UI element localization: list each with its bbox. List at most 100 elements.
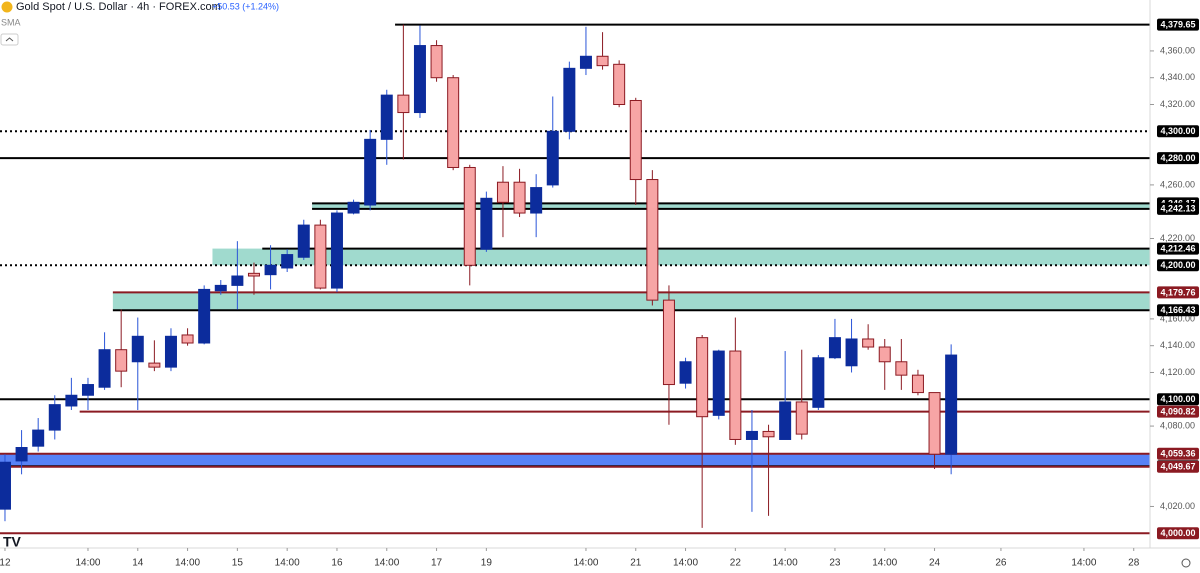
y-tick-label: 4,260.00: [1160, 179, 1195, 189]
x-tick-label: 14:00: [872, 558, 897, 569]
candle-body: [364, 138, 377, 206]
candle-body: [48, 404, 61, 431]
candle-body: [0, 461, 11, 510]
level-price-label: 4,212.46: [1160, 243, 1195, 253]
candle-body: [563, 67, 576, 132]
candle-body: [164, 335, 177, 368]
candle-body: [397, 94, 410, 114]
level-price-label: 4,100.00: [1160, 394, 1195, 404]
level-price-box: [1157, 405, 1199, 418]
candle-body: [496, 181, 509, 203]
candle-body: [430, 45, 443, 79]
level-price-label: 4,280.00: [1160, 153, 1195, 163]
zone: [212, 248, 1150, 266]
x-tick-label: 22: [730, 558, 742, 569]
zone: [112, 292, 1151, 311]
level-price-box: [1157, 242, 1199, 255]
candle-body: [845, 338, 858, 367]
candle-body: [148, 362, 161, 368]
price-change: +50.53 (+1.24%): [212, 1, 279, 11]
candle-body: [530, 187, 543, 214]
candle-body: [131, 335, 144, 363]
level-price-box: [1157, 393, 1199, 406]
candle-body: [629, 99, 642, 181]
x-tick-label: 16: [331, 558, 343, 569]
level-price-box: [1157, 259, 1199, 272]
y-tick-label: 4,080.00: [1160, 420, 1195, 430]
y-tick-label: 4,020.00: [1160, 501, 1195, 511]
level-price-label: 4,200.00: [1160, 260, 1195, 270]
level-price-label: 4,059.36: [1160, 449, 1195, 459]
candle-body: [463, 166, 476, 266]
candle-body: [596, 55, 609, 67]
level-price-box: [1157, 286, 1199, 299]
candle-body: [281, 254, 294, 269]
level-price-label: 4,090.82: [1160, 406, 1195, 416]
candle-body: [613, 63, 626, 106]
x-tick-label: 14:00: [374, 558, 399, 569]
x-tick-label: 26: [995, 558, 1007, 569]
candle-body: [81, 384, 94, 396]
indicator-label[interactable]: SMA: [1, 17, 21, 27]
candle-body: [729, 350, 742, 440]
candle-body: [198, 288, 211, 344]
candle-body: [895, 361, 908, 376]
candle-body: [696, 337, 709, 418]
y-tick-label: 4,140.00: [1160, 340, 1195, 350]
candle-body: [314, 224, 327, 289]
candle-body: [945, 354, 958, 455]
candle-body: [214, 284, 227, 292]
candle-body: [662, 299, 675, 386]
x-tick-label: 14:00: [175, 558, 200, 569]
y-tick-label: 4,120.00: [1160, 367, 1195, 377]
x-tick-label: 15: [232, 558, 244, 569]
candle-body: [247, 272, 260, 277]
logo: TV: [3, 534, 22, 550]
candle-body: [745, 430, 758, 440]
y-tick-label: 4,320.00: [1160, 99, 1195, 109]
settings-icon[interactable]: [1181, 558, 1191, 568]
candle-body: [646, 179, 659, 301]
x-tick-label: 24: [929, 558, 941, 569]
candle-body: [828, 337, 841, 359]
candle-body: [878, 346, 891, 363]
level-price-box: [1157, 18, 1199, 31]
x-tick-label: 14:00: [1071, 558, 1096, 569]
x-tick-label: 14: [132, 558, 144, 569]
x-tick-label: 14:00: [573, 558, 598, 569]
candle-body: [181, 334, 194, 344]
candle-body: [862, 338, 875, 348]
candle-body: [115, 349, 128, 372]
level-price-box: [1157, 304, 1199, 317]
candle-body: [513, 181, 526, 214]
plot-area: [0, 23, 1151, 535]
x-tick-label: 14:00: [673, 558, 698, 569]
collapse-icon: [5, 37, 14, 42]
candle-body: [32, 429, 45, 447]
level-price-box: [1157, 460, 1199, 473]
level-price-label: 4,000.00: [1160, 528, 1195, 538]
candle-body: [779, 401, 792, 440]
zone: [312, 203, 1150, 209]
collapse-button[interactable]: [0, 33, 19, 46]
x-tick-label: 12: [0, 558, 11, 569]
candle-body: [579, 55, 592, 69]
level-price-label: 4,300.00: [1160, 126, 1195, 136]
candle-body: [447, 77, 460, 168]
zone: [0, 453, 1150, 467]
chart-title: Gold Spot / U.S. Dollar · 4h · FOREX.com: [16, 1, 221, 13]
level-price-label: 4,242.13: [1160, 204, 1195, 214]
candle-body: [413, 45, 426, 114]
candle-body: [911, 374, 924, 394]
level-price-box: [1157, 152, 1199, 165]
level-price-box: [1157, 447, 1199, 460]
candle-body: [762, 430, 775, 438]
x-tick-label: 28: [1128, 558, 1140, 569]
candle-body: [65, 394, 78, 407]
x-tick-label: 14:00: [275, 558, 300, 569]
candle-body: [795, 401, 808, 435]
candle-body: [712, 350, 725, 416]
x-tick-label: 14:00: [75, 558, 100, 569]
level-price-label: 4,379.65: [1160, 19, 1195, 29]
